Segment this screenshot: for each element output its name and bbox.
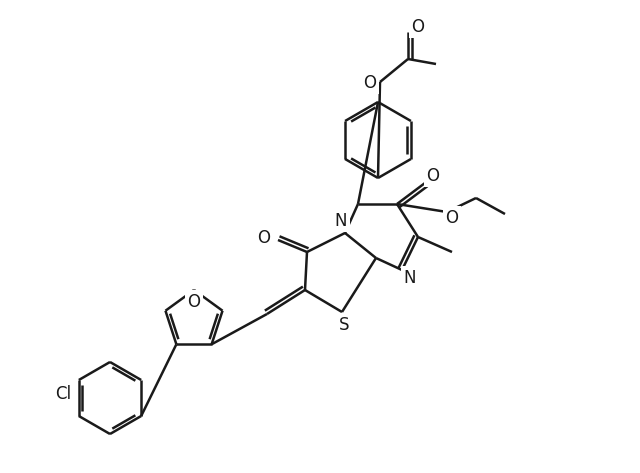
Text: N: N (404, 269, 416, 287)
Text: N: N (335, 212, 348, 230)
Text: Cl: Cl (55, 385, 71, 403)
Text: O: O (257, 229, 271, 247)
Text: O: O (364, 74, 376, 92)
Text: O: O (188, 293, 200, 311)
Text: S: S (339, 316, 349, 334)
Text: O: O (412, 18, 424, 36)
Text: O: O (445, 209, 458, 227)
Text: O: O (426, 167, 440, 185)
